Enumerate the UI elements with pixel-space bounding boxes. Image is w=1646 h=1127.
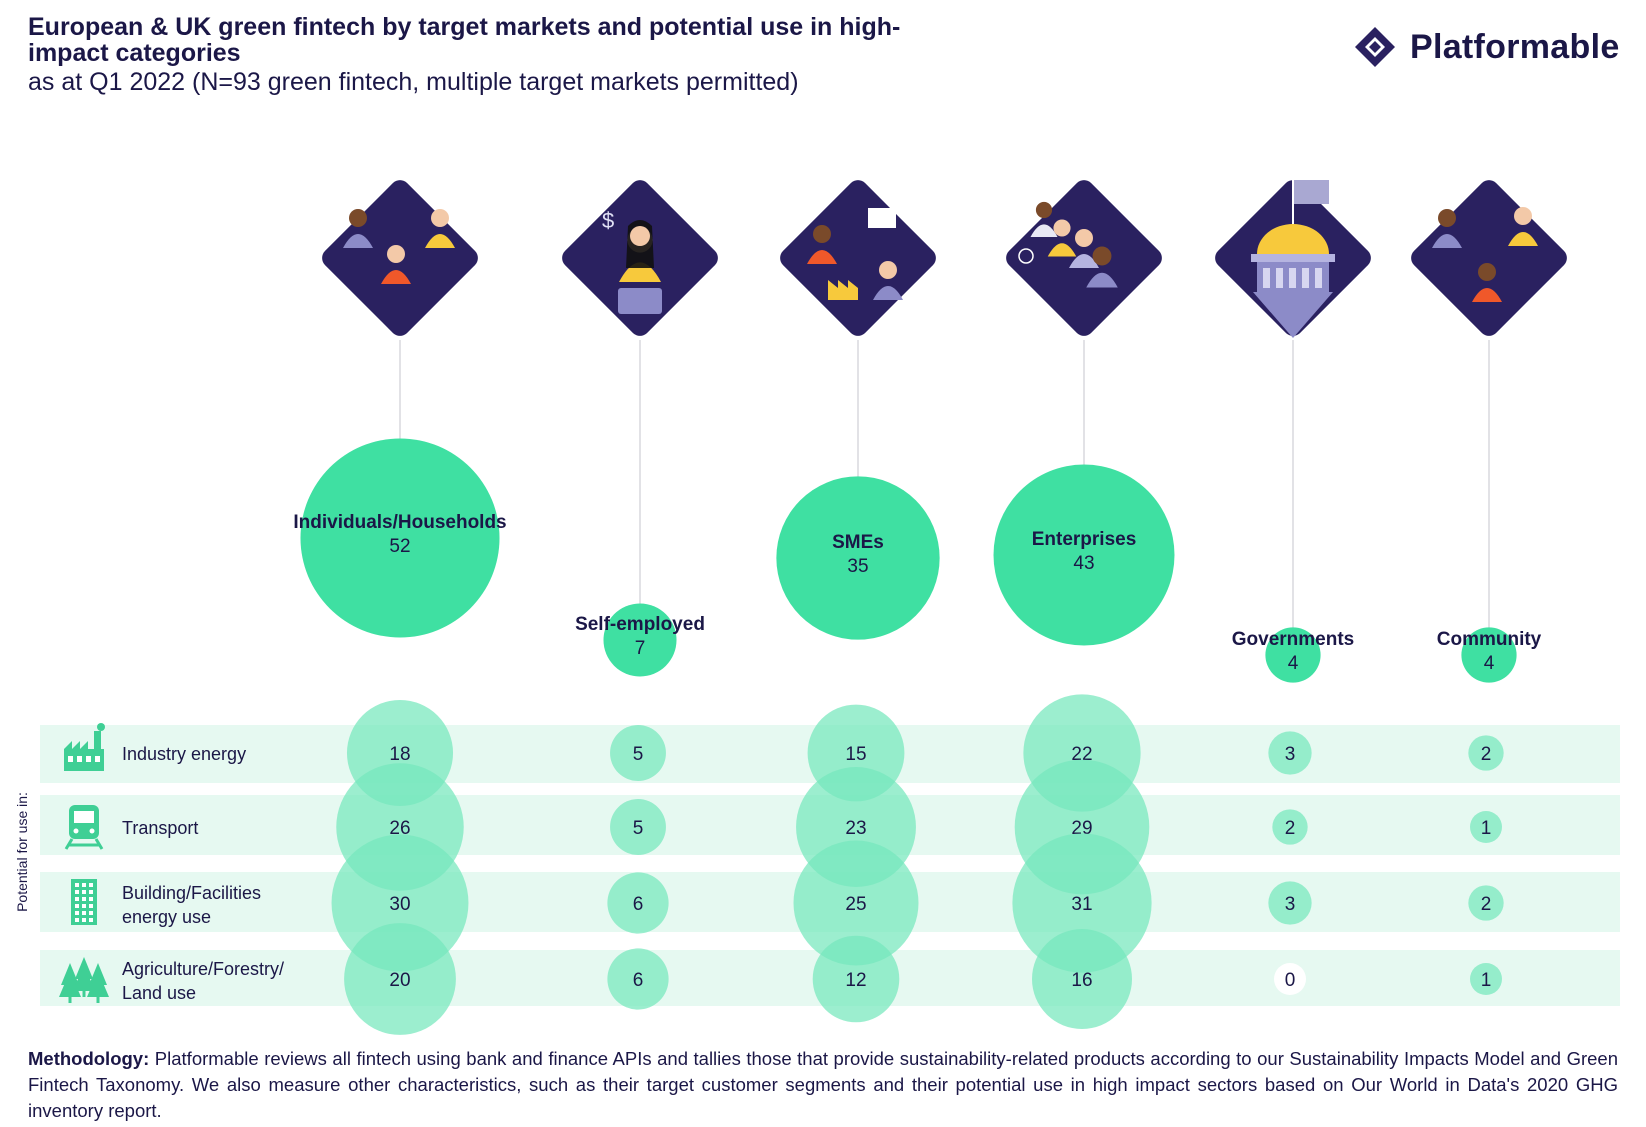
matrix-value: 18 xyxy=(389,744,410,765)
market-bubble xyxy=(300,438,500,638)
matrix-value: 3 xyxy=(1285,894,1296,915)
corporate-team-icon xyxy=(1006,180,1162,336)
chart-subtitle: as at Q1 2022 (N=93 green fintech, multi… xyxy=(28,68,799,96)
matrix-bubble xyxy=(610,799,666,855)
market-bubble xyxy=(1265,627,1321,683)
people-group-icon xyxy=(322,180,478,336)
matrix-value: 5 xyxy=(633,818,644,839)
market-bubble xyxy=(1461,627,1517,683)
market-count: 4 xyxy=(1288,653,1299,674)
matrix-bubble xyxy=(1470,811,1502,843)
matrix-value: 16 xyxy=(1071,970,1092,991)
community-people-icon xyxy=(1411,180,1567,336)
category-label: Transport xyxy=(122,818,198,838)
matrix-bubble xyxy=(1012,833,1152,973)
matrix-bubble xyxy=(607,872,669,934)
freelancer-laptop-icon: $ xyxy=(562,180,718,336)
train-icon xyxy=(64,805,104,850)
matrix-value: 1 xyxy=(1481,970,1492,991)
matrix-bubble xyxy=(1272,809,1308,845)
building-icon xyxy=(71,879,97,925)
matrix-value: 23 xyxy=(845,818,866,839)
category-label: Agriculture/Forestry/ xyxy=(122,959,284,979)
market-label: SMEs xyxy=(832,532,884,553)
small-business-icon xyxy=(780,180,936,336)
matrix-value: 2 xyxy=(1285,818,1296,839)
matrix-bubble xyxy=(1032,929,1132,1029)
methodology-note: Methodology: Platformable reviews all fi… xyxy=(28,1046,1618,1124)
factory-icon xyxy=(64,723,105,771)
government-building-icon xyxy=(1215,180,1371,338)
diamond-logo-icon xyxy=(1355,27,1395,67)
methodology-text: Platformable reviews all fintech using b… xyxy=(28,1048,1618,1121)
matrix-bubble xyxy=(1268,881,1312,925)
market-bubble xyxy=(776,476,940,640)
matrix-bubble xyxy=(1274,963,1306,995)
matrix-bubble xyxy=(812,935,900,1023)
matrix-value: 2 xyxy=(1481,894,1492,915)
market-count: 52 xyxy=(389,536,410,557)
matrix-bubble xyxy=(1468,735,1504,771)
market-label: Enterprises xyxy=(1032,529,1137,550)
matrix-value: 0 xyxy=(1285,970,1296,991)
category-label: Industry energy xyxy=(122,744,246,764)
row-axis-label: Potential for use in: xyxy=(14,792,30,912)
market-label: Individuals/Households xyxy=(293,512,506,533)
matrix-value: 2 xyxy=(1481,744,1492,765)
matrix-value: 30 xyxy=(389,894,410,915)
matrix-value: 3 xyxy=(1285,744,1296,765)
market-count: 43 xyxy=(1073,553,1094,574)
matrix-value: 20 xyxy=(389,970,410,991)
matrix-value: 6 xyxy=(633,894,644,915)
matrix-value: 25 xyxy=(845,894,866,915)
matrix-value: 22 xyxy=(1071,744,1092,765)
matrix-bubble xyxy=(793,840,919,966)
matrix-value: 15 xyxy=(845,744,866,765)
matrix-value: 5 xyxy=(633,744,644,765)
matrix-bubble xyxy=(607,948,669,1010)
trees-icon xyxy=(59,957,109,1003)
brand-logo: Platformable xyxy=(1352,22,1620,72)
matrix-bubble xyxy=(1470,963,1502,995)
matrix-bubble xyxy=(610,725,666,781)
market-count: 35 xyxy=(847,556,868,577)
market-label: Governments xyxy=(1232,629,1354,650)
category-label: energy use xyxy=(122,907,211,927)
market-label: Self-employed xyxy=(575,614,705,635)
matrix-value: 6 xyxy=(633,970,644,991)
matrix-value: 31 xyxy=(1071,894,1092,915)
category-label: Building/Facilities xyxy=(122,883,261,903)
market-label: Community xyxy=(1437,629,1542,650)
brand-name: Platformable xyxy=(1410,27,1620,66)
market-bubble xyxy=(603,603,677,677)
svg-text:$: $ xyxy=(602,208,614,233)
matrix-value: 26 xyxy=(389,818,410,839)
chart-title: European & UK green fintech by target ma… xyxy=(28,13,901,67)
matrix-bubble xyxy=(1468,885,1504,921)
market-count: 7 xyxy=(635,638,646,659)
methodology-label: Methodology: xyxy=(28,1048,150,1069)
category-label: Land use xyxy=(122,983,196,1003)
matrix-value: 1 xyxy=(1481,818,1492,839)
matrix-value: 12 xyxy=(845,970,866,991)
matrix-bubble xyxy=(1268,731,1312,775)
market-bubble xyxy=(993,464,1175,646)
market-count: 4 xyxy=(1484,653,1495,674)
matrix-bubble xyxy=(344,923,456,1035)
